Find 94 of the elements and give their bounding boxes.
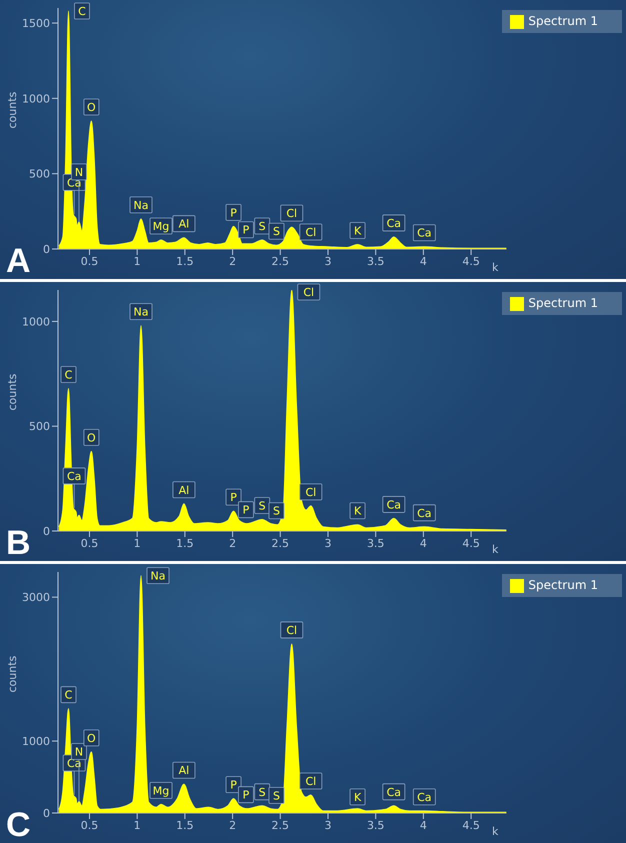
annotation: P [230,491,238,504]
x-tick-label: 3 [324,818,332,832]
x-tick-label: 3.5 [366,254,384,268]
y-tick-label: 500 [29,420,50,434]
annotation: O [87,732,96,745]
annotation: S [258,220,266,233]
x-tick-label: 2 [229,254,236,268]
x-tick-label: 2.5 [272,536,290,550]
annotation: Ca [417,226,432,240]
y-tick-label: 0 [43,242,50,256]
x-tick-label: 3.5 [366,818,384,832]
annotation: P [242,788,250,802]
y-tick-label: 1000 [22,92,50,106]
x-tick-label: 0.5 [80,818,98,832]
x-tick-label: 3 [324,254,332,268]
annotation: Ca [417,506,432,520]
annotation: S [258,499,266,512]
annotation: Na [134,198,148,212]
x-tick-label: 4.5 [462,254,480,268]
annotation: N [74,745,84,758]
annotation: O [87,100,96,114]
annotation: O [87,431,96,444]
annotation: Al [178,484,190,497]
x-tick-label: 4 [420,536,427,550]
annotation: P [242,504,250,517]
annotation: C [64,368,73,382]
annotation: Cl [305,775,316,788]
x-tick-label: 1.5 [176,818,194,832]
x-tick-label: 2 [229,818,236,832]
annotation: C [64,688,73,702]
annotation: Cl [305,226,316,239]
annotation: Ca [386,216,402,230]
x-tick-label: 4 [420,254,427,268]
x-tick-label: 3.5 [366,536,384,550]
annotation: Mg [152,220,170,233]
annotation: S [272,789,280,802]
text: C [6,806,31,843]
annotation: C [78,5,86,18]
x-axis-title: k [492,825,500,838]
annotation: Ca [67,757,82,770]
annotation: S [258,786,266,799]
text: A [6,242,31,280]
y-tick-label: 1500 [22,16,50,30]
x-tick-label: 2.5 [272,254,290,268]
annotation: P [230,206,238,220]
annotation: Al [178,764,190,778]
x-axis-title: k [492,543,500,556]
annotation: Ca [67,470,82,483]
annotation: S [272,504,280,518]
annotation: Al [178,218,190,231]
x-tick-label: 0.5 [80,254,98,268]
legend-label: Spectrum 1 [528,578,598,592]
annotation: Cl [303,286,314,299]
y-tick-label: 0 [43,524,50,538]
annotation: Ca [386,786,402,799]
annotation: Mg [152,784,170,798]
annotation: P [230,778,238,792]
annotation: Cl [286,624,298,637]
y-tick-label: 0 [43,806,50,820]
x-tick-label: 1 [134,536,141,550]
x-tick-label: 4.5 [462,536,480,550]
y-tick-label: 500 [29,168,50,181]
annotation: P [242,224,250,237]
x-tick-label: 4 [420,818,427,832]
annotation: S [272,225,280,238]
annotation: Ca [417,790,432,804]
annotation: K [354,790,362,804]
x-axis-title: k [492,261,500,274]
annotation: Na [150,570,166,583]
y-tick-label: 1000 [22,315,50,328]
x-tick-label: 1.5 [176,536,194,550]
annotation: Na [134,306,148,319]
annotation: K [354,504,362,518]
x-tick-label: 2.5 [272,818,290,832]
x-tick-label: 3 [324,536,332,550]
y-axis-title: counts [6,373,19,410]
y-tick-label: 1000 [22,734,50,748]
x-tick-label: 1.5 [176,254,194,268]
y-axis-title: counts [6,655,19,692]
x-tick-label: 1 [134,818,141,832]
legend-label: Spectrum 1 [528,296,598,310]
x-tick-label: 2 [229,536,236,550]
x-tick-label: 0.5 [80,536,98,550]
annotation: N [74,166,84,179]
y-tick-label: 3000 [22,591,50,604]
text: B [6,524,31,562]
x-tick-label: 4.5 [462,818,480,832]
legend-label: Spectrum 1 [528,14,598,28]
annotation: Cl [286,207,298,220]
annotation: K [354,224,362,238]
annotation: Ca [386,498,402,512]
y-axis-title: counts [6,91,19,128]
annotation: Cl [305,486,316,499]
x-tick-label: 1 [134,254,141,268]
